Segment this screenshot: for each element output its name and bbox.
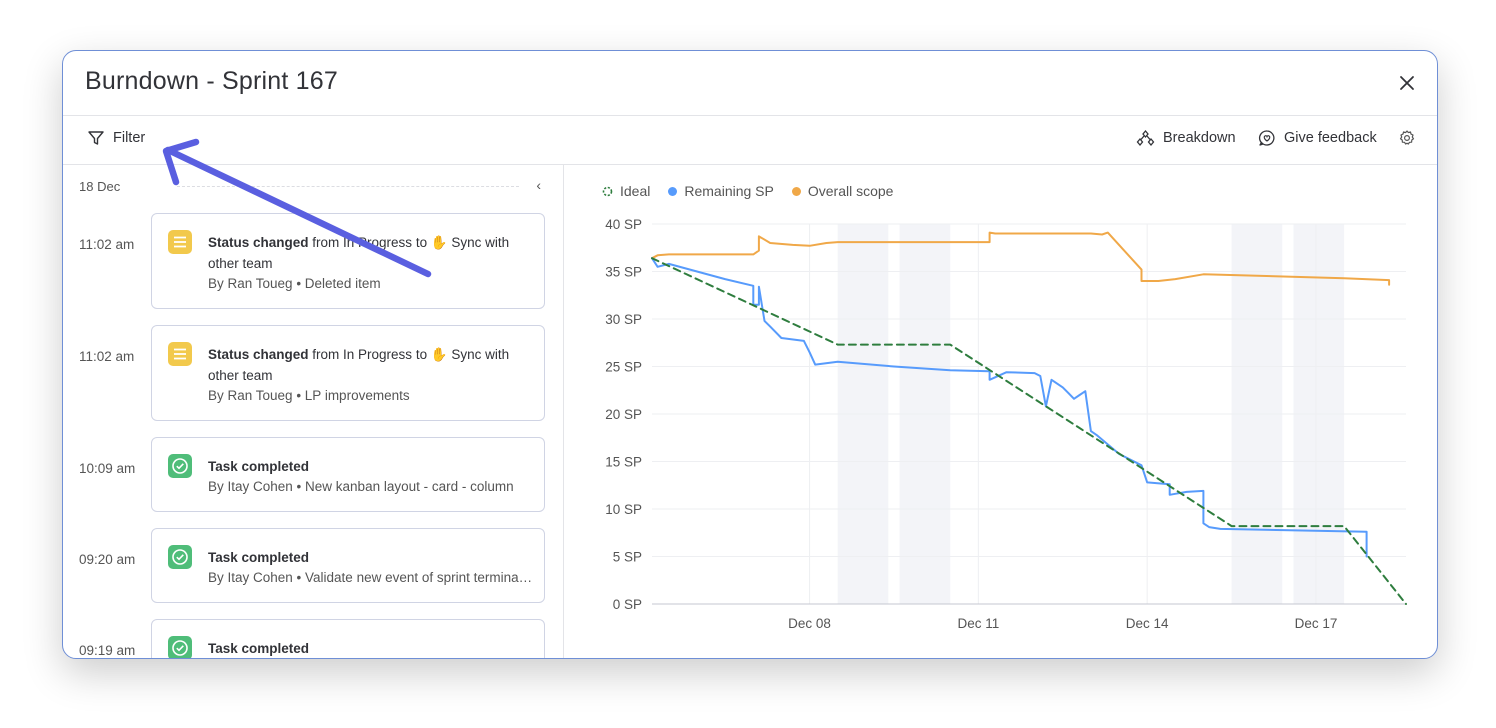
y-tick-label: 25 SP xyxy=(605,360,642,375)
overall-scope-series-line xyxy=(651,231,1391,286)
x-tick-label: Dec 17 xyxy=(1295,616,1338,631)
activity-meta: By Ran Toueg • LP improvements xyxy=(208,388,410,403)
date-separator: 18 Dec ‹ xyxy=(79,177,541,194)
burndown-chart: Ideal Remaining SP Overall scope 0 SP 5 S… xyxy=(564,165,1437,658)
activity-panel: 18 Dec ‹ 11:02 am Status changed from In… xyxy=(63,165,564,658)
remaining-legend-dot xyxy=(668,186,678,196)
legend-ideal[interactable]: Ideal xyxy=(602,183,650,199)
legend-label: Ideal xyxy=(620,183,651,199)
y-tick-label: 5 SP xyxy=(613,550,642,565)
check-icon xyxy=(168,636,192,658)
filter-button[interactable]: Filter xyxy=(87,129,145,147)
y-tick-label: 20 SP xyxy=(605,407,642,422)
activity-text: Task completed xyxy=(208,459,310,474)
collapse-panel-icon[interactable]: ‹ xyxy=(536,177,541,193)
ideal-series-line xyxy=(651,257,1407,605)
give-feedback-button[interactable]: Give feedback xyxy=(1258,129,1377,147)
toolbar: Filter Breakdown Give feedback xyxy=(63,116,1437,165)
activity-card[interactable]: Status changed from In Progress to ✋ Syn… xyxy=(151,325,545,421)
x-tick-label: Dec 11 xyxy=(957,616,999,631)
chart-plot: 0 SP 5 SP 10 SP 15 SP 20 SP 25 SP 30 SP 35 SP 40… xyxy=(605,217,1407,631)
activity-time: 09:19 am xyxy=(79,643,136,658)
y-tick-label: 10 SP xyxy=(605,502,642,517)
activity-text: Task completed xyxy=(208,641,310,656)
date-label: 18 Dec xyxy=(79,179,121,194)
filter-icon xyxy=(88,131,104,145)
list-icon xyxy=(168,230,192,254)
chart-legend: Ideal Remaining SP Overall scope xyxy=(602,183,893,199)
settings-button[interactable] xyxy=(1398,129,1416,147)
modal-header: Burndown - Sprint 167 xyxy=(63,51,1437,116)
remaining-sp-series-line xyxy=(651,257,1368,558)
gear-icon xyxy=(1399,130,1415,145)
feedback-icon xyxy=(1259,130,1275,146)
modal-title: Burndown - Sprint 167 xyxy=(85,67,338,95)
activity-text: Task completed xyxy=(208,550,310,565)
activity-time: 09:20 am xyxy=(79,552,136,567)
date-divider xyxy=(177,186,519,187)
filter-label: Filter xyxy=(113,130,146,146)
scope-legend-dot xyxy=(791,186,801,196)
close-icon[interactable] xyxy=(1395,71,1419,95)
breakdown-button[interactable]: Breakdown xyxy=(1136,129,1236,147)
activity-card[interactable]: Task completed By Itay Cohen • Validate … xyxy=(151,528,545,603)
list-icon xyxy=(168,342,192,366)
legend-remaining[interactable]: Remaining SP xyxy=(668,183,774,199)
activity-text: Status changed from In Progress to ✋ Syn… xyxy=(208,347,510,383)
activity-card[interactable]: Status changed from In Progress to ✋ Syn… xyxy=(151,213,545,309)
activity-text: Status changed from In Progress to ✋ Syn… xyxy=(208,235,510,271)
activity-time: 11:02 am xyxy=(79,237,135,252)
ideal-legend-icon xyxy=(602,186,613,196)
y-tick-label: 30 SP xyxy=(605,312,642,327)
feedback-label: Give feedback xyxy=(1284,130,1377,146)
breakdown-label: Breakdown xyxy=(1163,130,1236,146)
activity-meta: By Ran Toueg • Deleted item xyxy=(208,276,381,291)
breakdown-icon xyxy=(1136,129,1155,147)
x-tick-label: Dec 14 xyxy=(1126,616,1169,631)
activity-meta: By Itay Cohen • Validate new event of sp… xyxy=(208,570,534,585)
activity-time: 11:02 am xyxy=(79,349,135,364)
legend-scope[interactable]: Overall scope xyxy=(791,183,894,199)
y-tick-label: 35 SP xyxy=(605,265,642,280)
legend-label: Remaining SP xyxy=(684,183,774,199)
activity-card[interactable]: Task completed xyxy=(151,619,545,658)
x-tick-label: Dec 08 xyxy=(788,616,831,631)
activity-card[interactable]: Task completed By Itay Cohen • New kanba… xyxy=(151,437,545,512)
activity-meta: By Itay Cohen • New kanban layout - card… xyxy=(208,479,514,494)
check-icon xyxy=(168,454,192,478)
burndown-modal: Burndown - Sprint 167 Filter Breakdown xyxy=(62,50,1438,659)
y-tick-label: 40 SP xyxy=(605,217,642,232)
y-tick-label: 0 SP xyxy=(613,597,642,612)
check-icon xyxy=(168,545,192,569)
activity-time: 10:09 am xyxy=(79,461,136,476)
legend-label: Overall scope xyxy=(807,183,894,199)
y-tick-label: 15 SP xyxy=(605,455,642,470)
